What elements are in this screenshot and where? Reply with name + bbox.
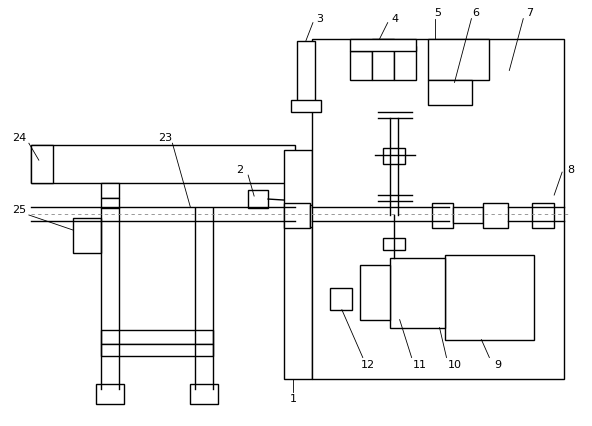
Bar — [350, 39, 416, 51]
Bar — [372, 39, 394, 81]
Bar — [310, 205, 330, 227]
Bar — [101, 330, 213, 344]
Bar — [73, 218, 101, 253]
Bar — [31, 145, 295, 183]
Text: 3: 3 — [316, 14, 323, 23]
Text: 10: 10 — [448, 360, 462, 369]
Text: 12: 12 — [361, 360, 375, 369]
Bar — [312, 39, 564, 380]
Bar — [390, 258, 445, 328]
Bar — [31, 145, 53, 183]
Bar — [101, 344, 213, 356]
Bar — [484, 203, 509, 228]
Bar — [432, 203, 453, 228]
Bar — [427, 39, 490, 81]
Text: 11: 11 — [413, 360, 427, 369]
Bar — [382, 238, 405, 250]
Text: 24: 24 — [12, 133, 26, 143]
Text: 4: 4 — [391, 14, 398, 23]
Text: 6: 6 — [472, 8, 479, 17]
Bar — [330, 288, 352, 310]
Bar — [284, 150, 312, 380]
Bar — [532, 203, 554, 228]
Text: 1: 1 — [289, 394, 297, 404]
Bar — [445, 255, 534, 340]
Bar — [427, 81, 472, 105]
Bar — [291, 101, 321, 112]
Bar — [382, 148, 405, 164]
Bar — [96, 384, 124, 404]
Bar — [101, 183, 118, 198]
Text: 8: 8 — [568, 165, 575, 175]
Bar — [453, 207, 484, 223]
Bar — [350, 51, 372, 81]
Bar — [394, 46, 416, 81]
Bar — [191, 384, 218, 404]
Bar — [360, 265, 390, 320]
Bar — [297, 40, 315, 110]
Bar — [101, 198, 118, 208]
Bar — [248, 190, 268, 208]
Text: 23: 23 — [159, 133, 172, 143]
Text: 9: 9 — [494, 360, 501, 369]
Bar — [284, 203, 310, 228]
Text: 7: 7 — [526, 8, 533, 17]
Text: 25: 25 — [12, 205, 26, 215]
Text: 5: 5 — [434, 8, 441, 17]
Text: 2: 2 — [237, 165, 244, 175]
